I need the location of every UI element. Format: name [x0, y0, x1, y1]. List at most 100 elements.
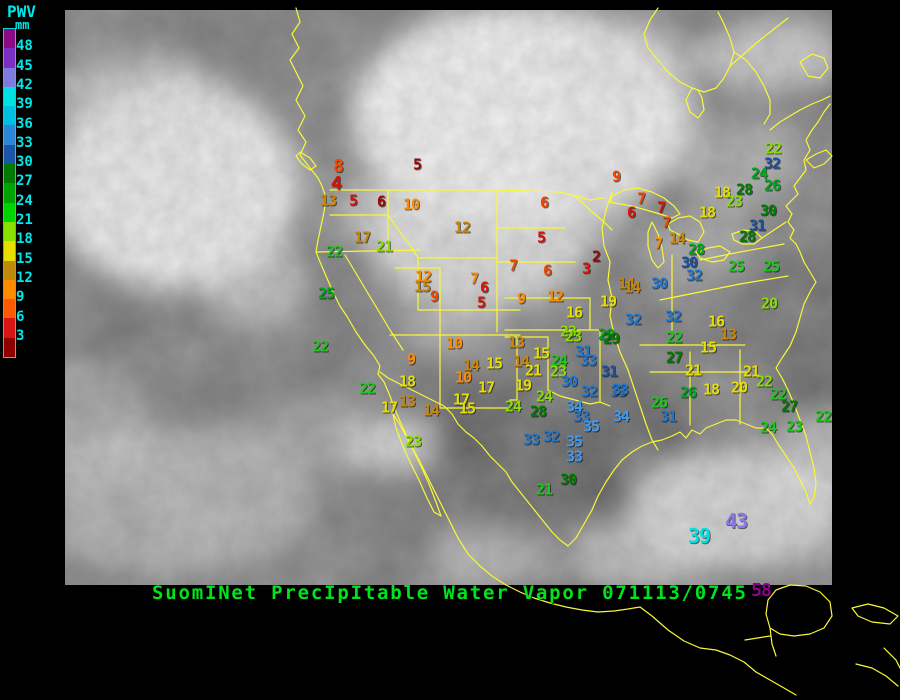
station-value: 13: [507, 333, 525, 352]
legend-label: 18: [16, 231, 33, 248]
legend-color-block: [4, 106, 15, 126]
legend-title: PWV: [7, 2, 36, 21]
newfoundland-path: [799, 53, 829, 79]
legend-color-block: [4, 67, 15, 87]
station-value: 6: [542, 261, 552, 280]
legend-color-block: [4, 202, 15, 222]
state-borders-east-path: [574, 195, 789, 426]
station-value: 24: [535, 387, 553, 406]
station-value: 34: [612, 407, 630, 426]
caption: SuomINet PrecIpItable Water Vapor 071113…: [152, 582, 748, 604]
station-value: 31: [600, 362, 618, 381]
station-value: 20: [730, 378, 748, 397]
legend-label: 24: [16, 192, 33, 209]
station-value: 22: [358, 379, 376, 398]
legend-color-block: [4, 299, 15, 319]
legend-color-block: [4, 318, 15, 338]
station-value: 23: [785, 417, 803, 436]
station-value: 15: [458, 399, 476, 418]
station-value: 58: [751, 580, 772, 601]
legend-color-block: [4, 29, 15, 49]
station-value: 13: [398, 392, 416, 411]
legend-label: 9: [16, 289, 25, 306]
station-value: 10: [445, 334, 463, 353]
station-value: 30: [559, 470, 577, 489]
station-value: 31: [748, 216, 766, 235]
legend-label: 42: [16, 76, 33, 93]
station-value: 33: [579, 351, 597, 370]
station-value: 15: [699, 338, 717, 357]
station-value: 32: [763, 154, 781, 173]
station-value: 43: [724, 509, 748, 533]
station-value: 32: [542, 427, 560, 446]
station-value: 23: [559, 322, 577, 341]
station-value: 25: [727, 257, 745, 276]
james-bay-path: [685, 87, 705, 119]
legend-unit: mm: [15, 18, 30, 32]
station-value: 7: [469, 269, 479, 288]
station-value: 24: [504, 397, 522, 416]
station-value: 6: [376, 192, 386, 211]
station-value: 21: [684, 361, 702, 380]
station-value: 10: [402, 195, 420, 214]
station-value: 16: [565, 303, 583, 322]
gulf-atlantic-coastline-path: [567, 103, 831, 547]
station-value: 26: [650, 393, 668, 412]
station-value: 8: [333, 156, 344, 177]
lake-superior-path: [609, 187, 681, 219]
legend-color-block: [4, 48, 15, 68]
station-value: 15: [485, 354, 503, 373]
station-value: 5: [348, 191, 358, 210]
station-value: 33: [522, 430, 540, 449]
us-canada-border-path: [329, 189, 787, 239]
legend-label: 21: [16, 212, 33, 228]
legend-color-block: [4, 144, 15, 165]
station-value: 33: [572, 407, 590, 426]
station-value: 18: [698, 203, 716, 222]
legend-color-block: [4, 279, 15, 300]
legend-label: 27: [16, 173, 33, 190]
station-value: 23: [725, 192, 743, 211]
station-value: 14: [623, 278, 641, 297]
station-value: 7: [661, 213, 671, 232]
station-value: 30: [560, 372, 578, 391]
legend-label: 15: [16, 250, 33, 267]
station-value: 14: [422, 401, 440, 420]
station-value: 33: [611, 380, 629, 399]
pwv-legend: PWV mm 48 45 42 39 36 33 30 27 24 21 18 15 12 9 6 3: [0, 0, 60, 390]
station-value: 26: [763, 176, 781, 195]
station-value: 6: [626, 203, 636, 222]
station-value: 9: [516, 289, 526, 308]
station-value: 32: [580, 382, 598, 401]
station-value: 24: [550, 351, 568, 370]
lake-erie-path: [695, 245, 731, 263]
station-value: 22: [814, 407, 832, 426]
station-value: 39: [687, 524, 711, 548]
pacific-coastline-path: [289, 7, 797, 696]
station-value: 13: [319, 191, 337, 210]
station-value: 14: [668, 229, 686, 248]
station-value: 35: [565, 432, 583, 451]
legend-color-block: [4, 241, 15, 261]
vancouver-island-path: [295, 151, 317, 171]
station-value: 30: [759, 201, 777, 220]
legend-label: 12: [16, 269, 33, 286]
station-value: 19: [599, 292, 617, 311]
station-value: 27: [780, 397, 798, 416]
station-value: 17: [477, 378, 495, 397]
legend-colorbar: [3, 28, 16, 359]
station-value: 12: [453, 218, 471, 237]
station-value: 21: [524, 361, 542, 380]
station-value: 29: [602, 329, 620, 348]
legend-label: 45: [16, 57, 33, 74]
station-value: 24: [759, 418, 777, 437]
legend-label: 3: [16, 327, 25, 344]
station-value: 7: [653, 234, 663, 253]
station-value: 26: [679, 383, 697, 402]
station-value: 9: [611, 167, 621, 186]
station-value: 5: [412, 155, 422, 174]
legend-label: 39: [16, 96, 33, 113]
station-value: 5: [536, 228, 546, 247]
us-mexico-border-path: [379, 371, 569, 547]
